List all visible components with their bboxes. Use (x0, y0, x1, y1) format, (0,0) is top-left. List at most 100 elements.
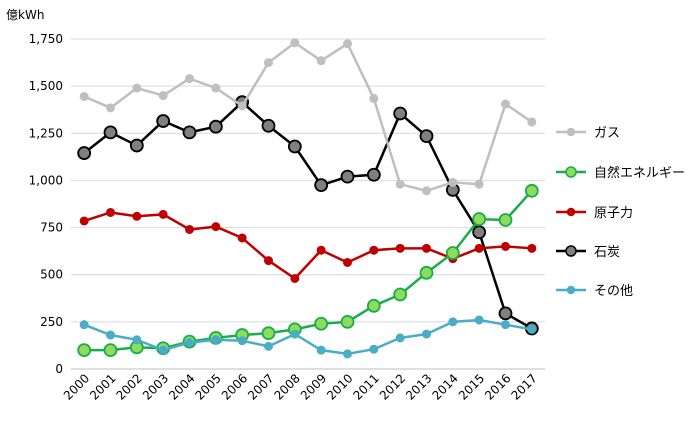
x-tick-label: 2014 (429, 371, 460, 402)
data-point (103, 343, 118, 358)
data-point (132, 335, 142, 345)
data-point (501, 99, 510, 109)
y-tick-label: 1,500 (29, 79, 63, 93)
data-point (261, 326, 276, 341)
x-tick-label: 2012 (377, 371, 408, 402)
data-point (208, 119, 223, 134)
x-tick-label: 2007 (245, 371, 276, 402)
data-point (369, 245, 379, 255)
data-point (79, 92, 89, 102)
data-point (314, 316, 329, 331)
x-tick-label: 2005 (192, 371, 223, 402)
data-point (129, 138, 144, 153)
data-point (422, 243, 431, 253)
series-group (77, 38, 539, 359)
data-point (77, 343, 92, 358)
data-point (366, 298, 381, 313)
data-point (314, 178, 329, 193)
data-point (474, 315, 484, 325)
data-point (369, 93, 379, 103)
legend-label: 石炭 (594, 245, 620, 260)
data-point (185, 74, 194, 84)
x-tick-label: 2008 (271, 371, 302, 402)
legend-item: 自然エネルギー (556, 165, 685, 181)
data-point (77, 146, 92, 160)
data-point (472, 225, 487, 240)
y-tick-label: 1,250 (29, 126, 63, 140)
data-point (132, 83, 142, 93)
x-tick-label: 2002 (113, 371, 144, 402)
y-tick-label: 1,000 (29, 173, 63, 187)
data-point (524, 183, 539, 198)
data-point (501, 241, 510, 251)
series (79, 38, 537, 196)
legend-marker (565, 166, 577, 178)
legend-marker (566, 285, 576, 295)
y-tick-label: 1,750 (29, 32, 63, 46)
data-point (79, 320, 89, 330)
x-tick-label: 2016 (482, 371, 513, 402)
data-point (237, 233, 247, 243)
legend-item: その他 (556, 284, 633, 299)
data-point (185, 224, 194, 234)
data-point (498, 306, 513, 321)
data-point (132, 211, 142, 221)
series (77, 183, 539, 358)
x-axis-ticks: 2000200120022003200420052006200720082009… (61, 371, 540, 402)
data-point (290, 38, 300, 48)
legend-item: 原子力 (556, 206, 633, 221)
data-point (264, 58, 273, 68)
data-point (316, 245, 326, 255)
data-point (527, 324, 537, 334)
x-tick-label: 2004 (166, 371, 197, 402)
data-point (237, 336, 247, 346)
data-point (474, 243, 484, 253)
data-point (264, 256, 273, 266)
data-point (106, 330, 115, 340)
series (79, 207, 537, 283)
legend-item: ガス (556, 126, 620, 141)
x-tick-label: 2017 (508, 371, 539, 402)
x-tick-label: 2013 (403, 371, 434, 402)
legend-marker (566, 127, 576, 137)
data-point (395, 243, 405, 253)
data-point (393, 106, 408, 121)
data-point (316, 56, 326, 66)
data-point (156, 114, 171, 128)
data-point (343, 257, 352, 267)
x-tick-label: 2010 (324, 371, 355, 402)
data-point (290, 329, 300, 339)
data-point (498, 213, 513, 227)
data-point (185, 338, 194, 348)
series (79, 315, 537, 359)
data-point (419, 265, 434, 280)
x-tick-label: 2006 (219, 371, 250, 402)
data-point (106, 103, 115, 113)
data-point (103, 125, 118, 140)
y-tick-label: 250 (40, 315, 63, 329)
y-tick-label: 750 (40, 221, 63, 235)
x-tick-label: 2003 (140, 371, 171, 402)
data-point (182, 125, 197, 140)
data-point (340, 169, 355, 184)
legend-marker (565, 245, 577, 257)
data-point (395, 333, 405, 343)
data-point (211, 335, 221, 345)
data-point (501, 320, 510, 330)
series-line (83, 211, 532, 280)
data-point (106, 207, 115, 217)
data-point (343, 39, 352, 49)
legend-label: 原子力 (594, 206, 633, 221)
data-point (393, 287, 408, 302)
y-tick-label: 0 (55, 362, 63, 376)
legend-label: 自然エネルギー (594, 165, 685, 181)
data-point (211, 83, 221, 93)
data-point (419, 129, 434, 144)
legend-label: その他 (594, 284, 633, 299)
data-point (340, 314, 355, 329)
data-point (261, 118, 276, 133)
y-axis-ticks: 0 250 500 750 1,000 1,250 1,500 1,750 (29, 32, 63, 376)
